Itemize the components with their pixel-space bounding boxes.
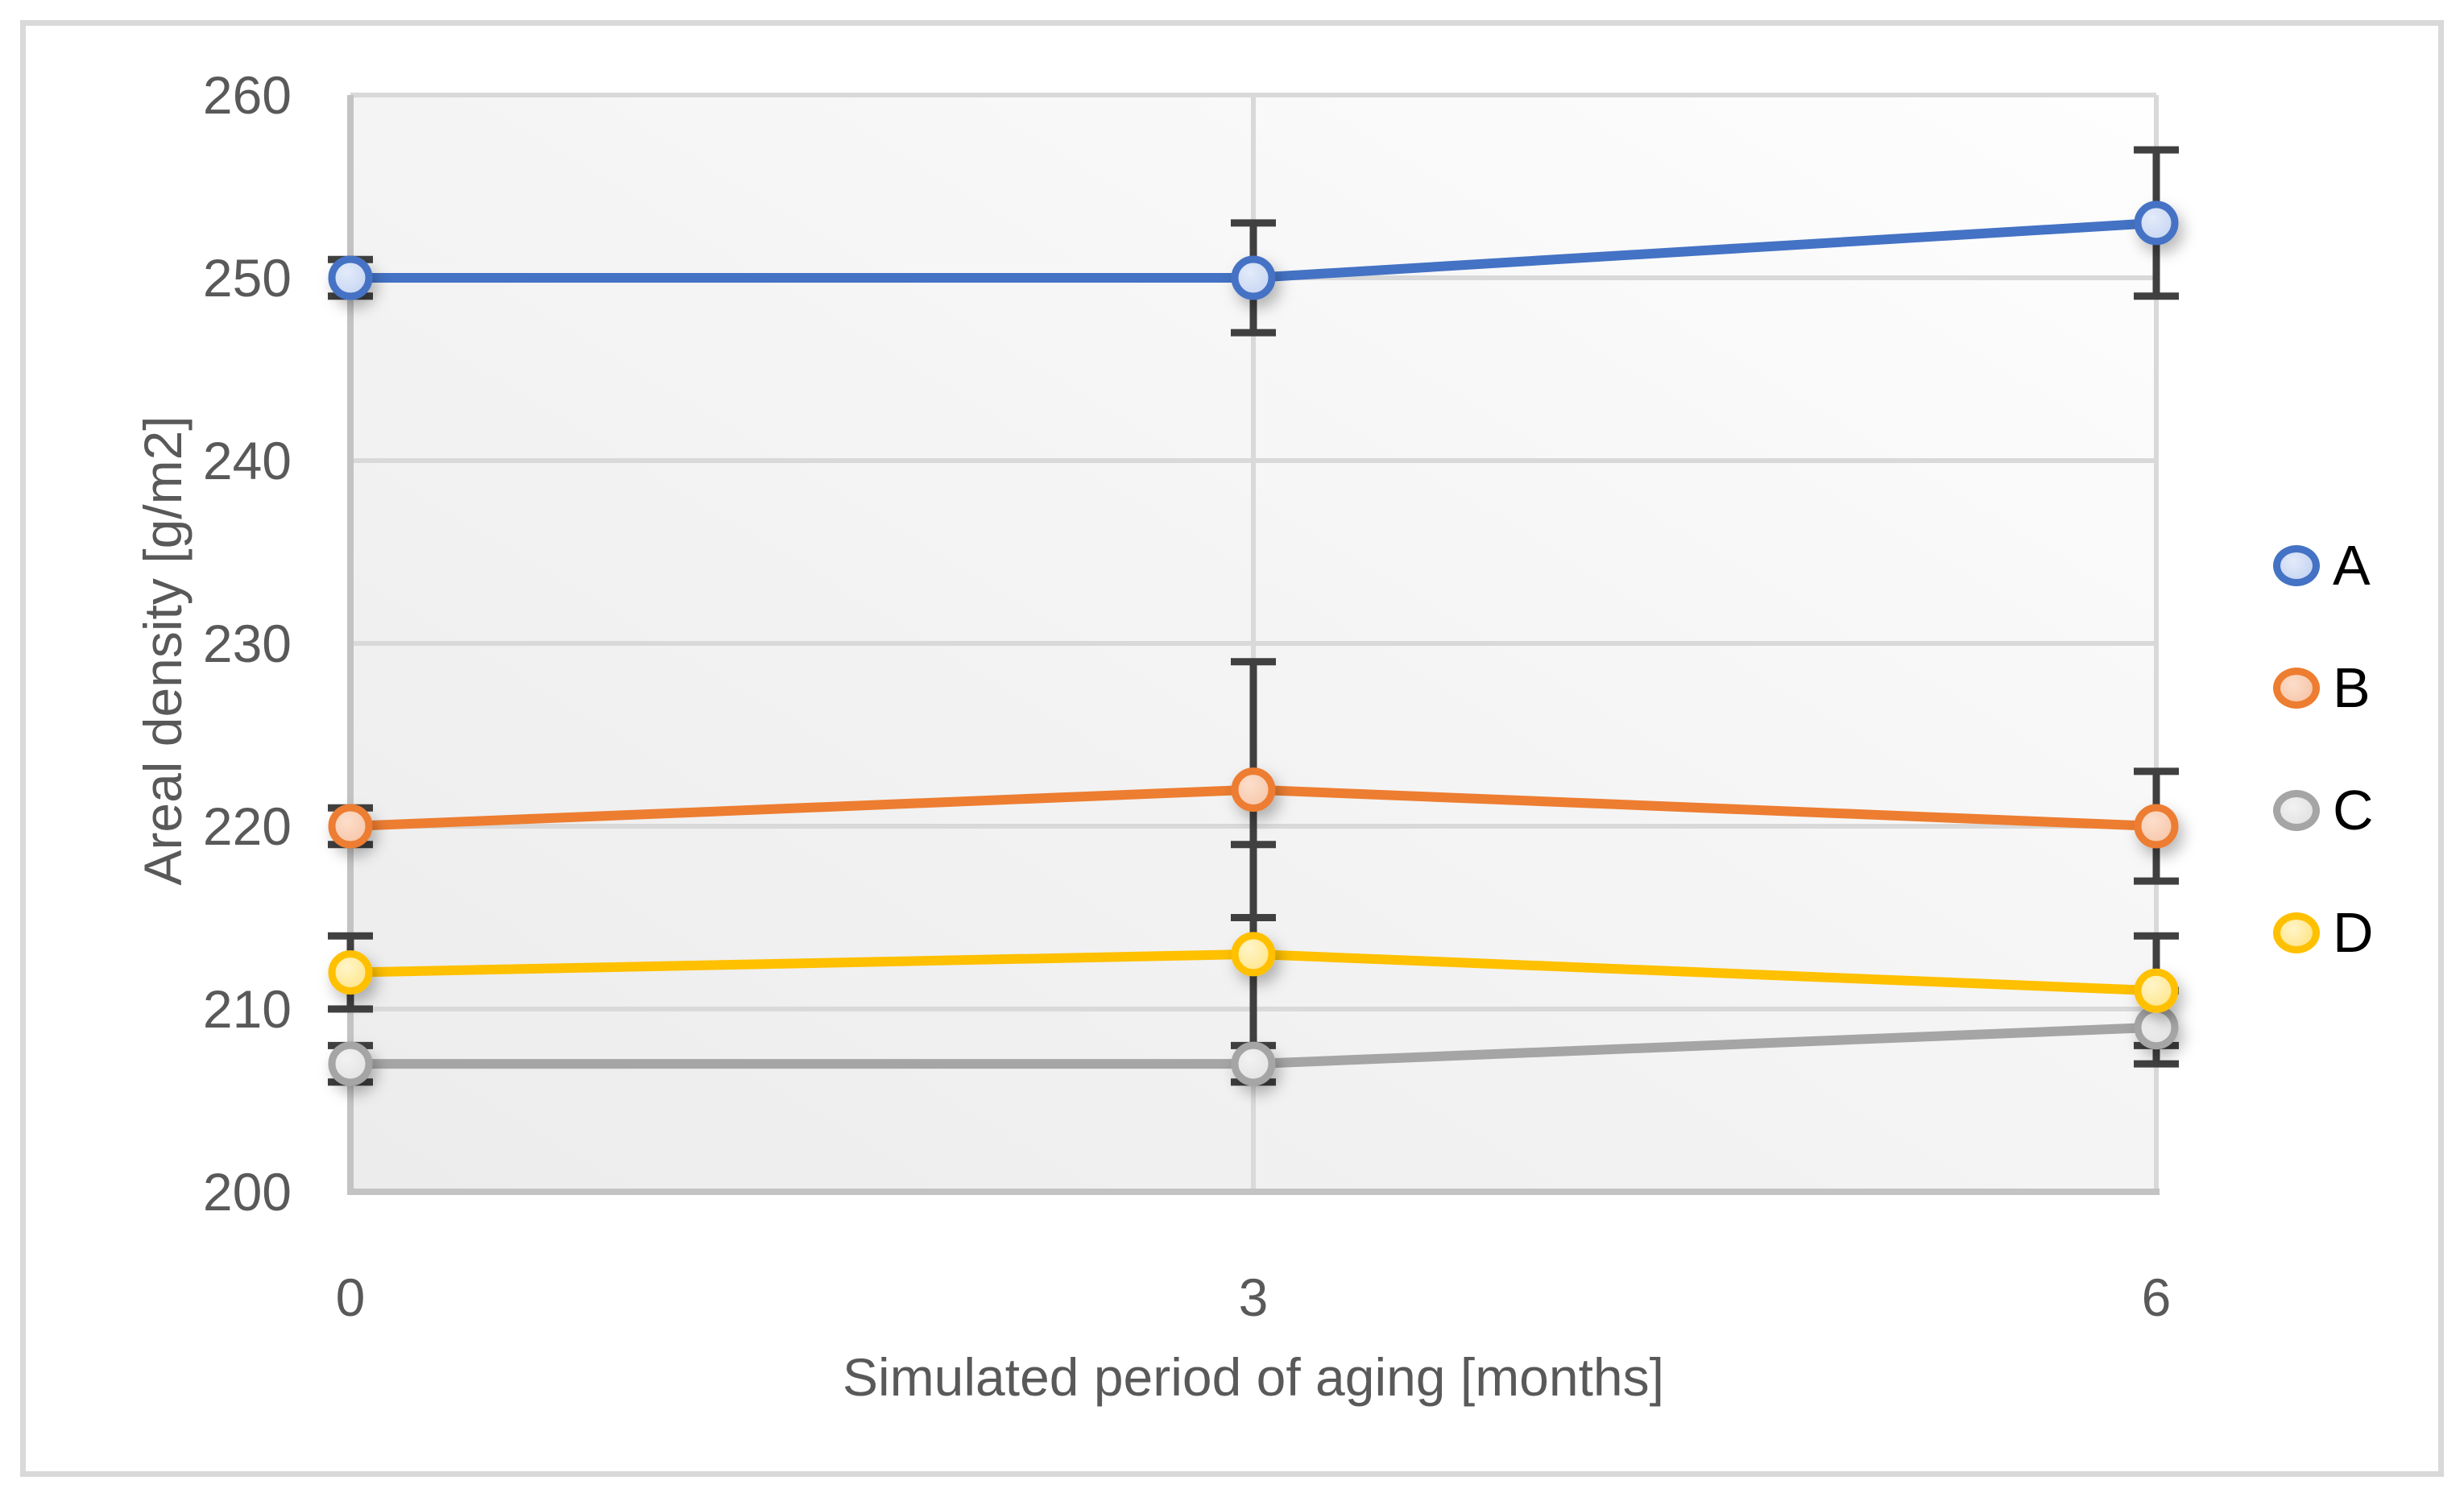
legend-marker-D-icon (2273, 912, 2320, 953)
data-point-D-6 (2134, 968, 2179, 1013)
x-tick-label-0: 0 (335, 1267, 366, 1327)
data-point-A-3 (1231, 255, 1276, 300)
data-point-B-3 (1231, 767, 1276, 813)
data-point-B-0 (328, 804, 373, 849)
data-point-D-3 (1231, 932, 1276, 977)
data-point-D-0 (328, 950, 373, 995)
y-tick-label-230: 230 (202, 614, 292, 673)
legend-label-D: D (2333, 901, 2374, 964)
y-tick-label-250: 250 (202, 248, 292, 308)
data-point-A-0 (328, 255, 373, 300)
legend-label-B: B (2333, 656, 2371, 719)
data-point-C-6 (2134, 1005, 2179, 1050)
legend-item-D: D (2273, 892, 2374, 973)
legend-marker-A-icon (2273, 544, 2320, 586)
y-tick-label-200: 200 (202, 1162, 292, 1222)
y-axis-tick-labels: 260 250 240 230 220 210 200 (0, 0, 292, 1497)
y-tick-label-210: 210 (202, 979, 292, 1039)
data-point-C-3 (1231, 1041, 1276, 1086)
legend-marker-C-icon (2273, 789, 2320, 831)
legend-label-A: A (2333, 534, 2371, 597)
y-tick-label-260: 260 (202, 65, 292, 125)
legend-label-C: C (2333, 779, 2374, 842)
legend-item-C: C (2273, 770, 2374, 850)
y-tick-label-220: 220 (202, 796, 292, 856)
x-axis-title: Simulated period of aging [months] (843, 1347, 1664, 1407)
data-point-B-6 (2134, 804, 2179, 849)
data-point-A-6 (2134, 201, 2179, 246)
y-tick-label-240: 240 (202, 431, 292, 490)
data-point-C-0 (328, 1041, 373, 1086)
legend-item-A: A (2273, 525, 2371, 606)
x-tick-label-6: 6 (2141, 1267, 2172, 1327)
legend-item-B: B (2273, 647, 2371, 728)
legend-marker-B-icon (2273, 667, 2320, 709)
x-tick-label-3: 3 (1238, 1267, 1269, 1327)
